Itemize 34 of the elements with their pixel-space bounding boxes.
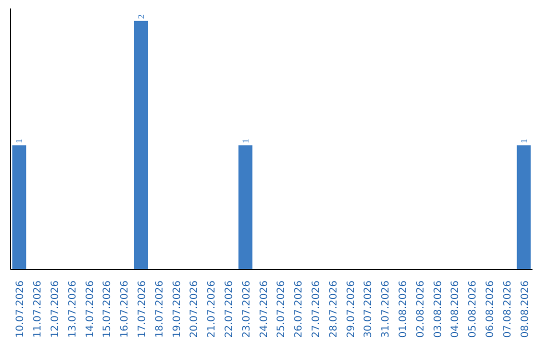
x-tick-label: 07.08.2026: [502, 280, 514, 338]
x-tick-label: 01.08.2026: [398, 280, 409, 338]
x-tick-label: 26.07.2026: [294, 280, 305, 338]
x-tick-label: 13.07.2026: [67, 280, 78, 338]
x-tick-label: 12.07.2026: [50, 280, 61, 338]
x-tick-label: 15.07.2026: [102, 280, 114, 338]
x-tick-label: 29.07.2026: [346, 280, 357, 338]
x-tick-label: 05.08.2026: [468, 280, 479, 338]
x-tick-label: 06.08.2026: [485, 280, 496, 338]
x-tick-label: 21.07.2026: [206, 280, 218, 338]
x-tick-label: 08.08.2026: [520, 280, 531, 338]
x-tick-label: 03.08.2026: [432, 280, 444, 338]
x-tick-label: 28.07.2026: [328, 280, 340, 338]
x-tick-label: 30.07.2026: [363, 280, 374, 338]
x-tick-label: 18.07.2026: [154, 280, 166, 338]
data-label: 1: [14, 138, 24, 144]
x-tick-label: 04.08.2026: [450, 280, 462, 338]
data-label: 2: [136, 14, 146, 19]
x-tick-label: 23.07.2026: [241, 280, 252, 338]
x-tick-label: 27.07.2026: [311, 280, 322, 338]
x-tick-label: 19.07.2026: [172, 280, 183, 338]
x-tick-label: 02.08.2026: [415, 280, 426, 338]
x-tick-label: 24.07.2026: [258, 280, 270, 338]
x-tick-label: 10.07.2026: [15, 280, 26, 338]
data-label: 1: [240, 138, 250, 144]
x-tick-label: 22.07.2026: [224, 280, 235, 338]
x-tick-label: 16.07.2026: [120, 280, 131, 338]
x-tick-label: 11.07.2026: [32, 280, 44, 338]
x-tick-label: 14.07.2026: [84, 280, 96, 338]
x-tick-label: 25.07.2026: [276, 280, 288, 338]
x-tick-label: 31.07.2026: [380, 280, 392, 338]
x-tick-label: 20.07.2026: [189, 280, 200, 338]
x-tick-label: 17.07.2026: [137, 280, 148, 338]
data-label: 1: [518, 138, 529, 144]
